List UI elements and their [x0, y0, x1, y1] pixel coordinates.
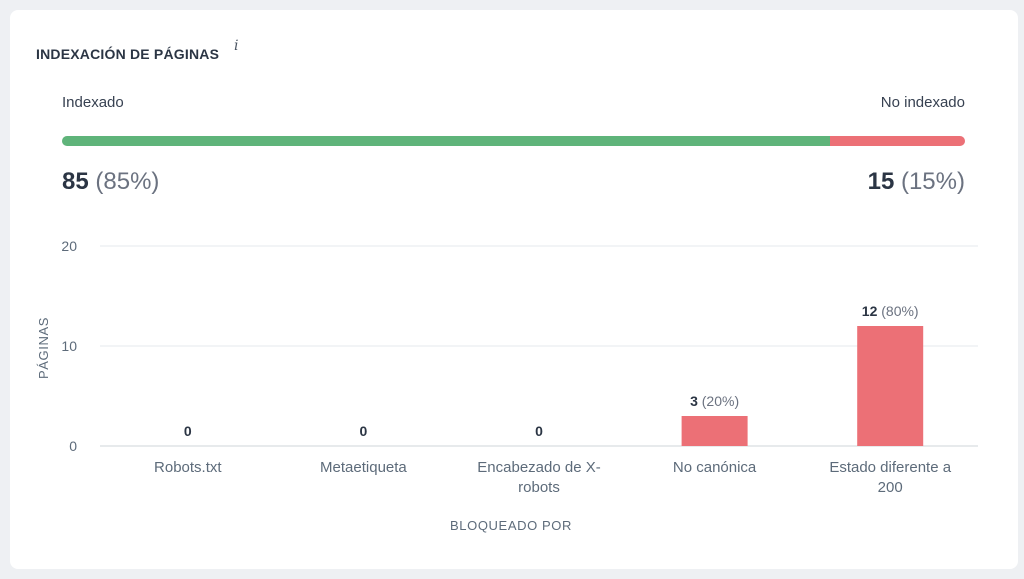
not-indexed-count: 15 [867, 168, 895, 195]
indexed-percent: (85%) [95, 168, 160, 195]
not-indexed-label: No indexado [880, 94, 965, 111]
blocked-by-bar-chart: 0 10 20 0 Robots.txt 0 Metaetiqueta 0 Encabezado… [36, 238, 978, 533]
indexed-segment [62, 136, 830, 146]
y-tick-label-10: 10 [61, 338, 77, 354]
x-tick-label-1: Metaetiqueta [320, 459, 407, 476]
not-indexed-stat: 15 (15%) [868, 168, 965, 196]
indexed-label: Indexado [62, 94, 124, 111]
x-axis-label: BLOQUEADO POR [450, 518, 572, 533]
indexed-stat: 85 (85%) [62, 168, 159, 196]
not-indexed-percent: (15%) [900, 168, 965, 195]
x-tick-label-4: Estado diferente a 200 [829, 459, 951, 496]
bar-3 [681, 416, 748, 446]
y-tick-label-20: 20 [61, 238, 77, 254]
data-label-4: 12 (80%) [862, 303, 919, 319]
not-indexed-segment [829, 136, 965, 146]
x-tick-label-2: Encabezado de X-robots [477, 459, 600, 496]
data-label-1: 0 [360, 423, 368, 439]
bar-4 [857, 326, 924, 446]
y-axis-label: PÁGINAS [36, 317, 51, 379]
indexed-count: 85 [62, 168, 89, 195]
data-label-0: 0 [184, 423, 192, 439]
card-title: INDEXACIÓN DE PÁGINAS [36, 46, 220, 62]
data-label-3: 3 (20%) [690, 393, 739, 409]
info-icon[interactable]: i [234, 38, 239, 54]
x-tick-label-0: Robots.txt [154, 459, 222, 476]
data-label-2: 0 [535, 423, 543, 439]
x-tick-label-3: No canónica [673, 459, 757, 476]
indexing-progress-bar [62, 136, 965, 146]
page-indexing-card: INDEXACIÓN DE PÁGINAS i Indexado No inde… [10, 10, 1018, 569]
y-tick-label-0: 0 [69, 438, 77, 454]
